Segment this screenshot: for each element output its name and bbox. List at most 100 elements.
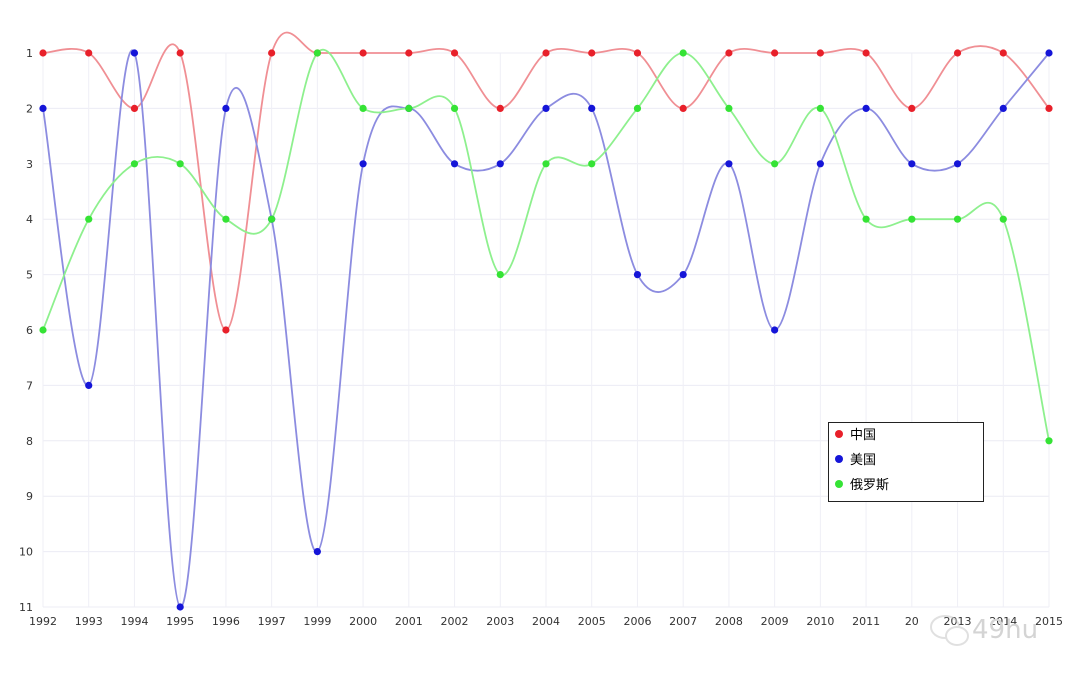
series-line [42,49,1050,608]
legend-label: 美国 [850,453,876,468]
x-tick-label: 2009 [761,615,789,628]
data-point [1045,437,1053,445]
data-point [450,49,459,57]
data-point [130,104,139,112]
data-point [313,548,321,556]
y-tick-label: 3 [26,158,33,171]
x-tick-label: 2003 [486,615,514,628]
series-points [39,49,1053,611]
data-point [222,215,230,223]
data-point [816,160,824,168]
x-tick-label: 2001 [395,615,423,628]
data-point [953,49,962,57]
x-tick-label: 2015 [1035,615,1063,628]
x-tick-label: 2004 [532,615,560,628]
data-point [176,603,184,611]
legend-box [828,422,984,502]
data-point [908,104,916,112]
data-point [908,160,916,168]
data-point [542,160,550,168]
data-point [862,215,870,223]
grid [42,52,1050,608]
watermark: 49hu [930,615,1038,646]
data-point [130,49,139,57]
x-tick-label: 2006 [623,615,651,628]
data-point [908,215,916,223]
data-point [542,49,550,57]
data-point [588,160,596,168]
data-point [588,49,596,57]
y-tick-label: 6 [26,324,33,337]
legend-label: 中国 [850,428,876,443]
data-point [771,160,779,168]
data-point [85,49,93,57]
y-tick-label: 8 [26,435,33,448]
y-tick-label: 4 [26,213,33,226]
x-tick-labels: 1992 1993 1994 1995 1996 1997 1999 2000 2001 2002… [29,615,1063,628]
data-point [999,49,1007,57]
legend-label: 俄罗斯 [850,478,889,493]
data-point [679,271,687,279]
data-point [633,49,642,57]
data-point [405,49,413,57]
data-point [999,215,1007,223]
data-point [862,49,870,57]
x-tick-label: 2007 [669,615,697,628]
x-tick-label: 1994 [120,615,148,628]
data-point [496,271,504,279]
data-point [176,160,184,168]
data-point [39,104,47,112]
data-point [85,215,93,223]
y-tick-label: 11 [19,601,33,614]
x-tick-label: 1997 [258,615,286,628]
legend-marker [835,430,843,438]
data-point [222,326,230,334]
x-tick-label: 2014 [989,615,1017,628]
data-point [725,49,733,57]
x-tick-label: 2008 [715,615,743,628]
data-point [862,104,870,112]
data-point [633,104,642,112]
data-point [588,104,596,112]
data-point [771,326,779,334]
data-point [999,104,1007,112]
watermark-text: 49hu [972,615,1038,645]
data-point [39,49,47,57]
x-tick-label: 20 [905,615,919,628]
data-point [39,326,47,334]
y-tick-label: 1 [26,47,33,60]
data-point [313,49,321,57]
data-point [176,49,184,57]
x-tick-label: 1992 [29,615,57,628]
legend-marker [835,455,843,463]
data-point [405,104,413,112]
x-tick-label: 1999 [303,615,331,628]
data-point [450,160,459,168]
x-tick-label: 2002 [441,615,469,628]
wechat-logo-icon [930,615,969,646]
x-tick-label: 1995 [166,615,194,628]
data-point [953,215,962,223]
data-point [679,49,687,57]
y-tick-labels: 1 2 3 4 5 6 7 8 9 10 11 [19,47,33,614]
data-point [130,160,139,168]
data-point [771,49,779,57]
legend-marker [835,480,843,488]
data-point [268,215,276,223]
data-point [816,104,824,112]
y-tick-label: 10 [19,546,33,559]
data-point [268,49,276,57]
data-point [496,160,504,168]
x-tick-label: 1996 [212,615,240,628]
y-tick-label: 9 [26,490,33,503]
data-point [450,104,459,112]
data-point [1045,104,1053,112]
x-tick-label: 1993 [75,615,103,628]
y-tick-label: 5 [26,269,33,282]
data-point [359,104,367,112]
data-point [359,160,367,168]
data-point [816,49,824,57]
x-tick-label: 2005 [578,615,606,628]
